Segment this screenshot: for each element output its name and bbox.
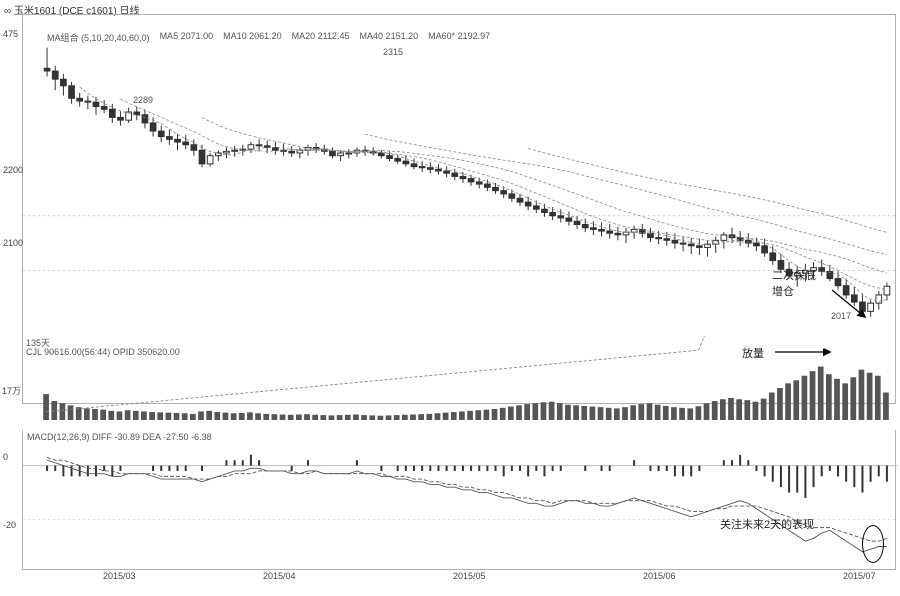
note-2289: 2289 bbox=[133, 95, 153, 105]
macd-panel[interactable]: MACD(12,26,9) DIFF -30.89 DEA -27.50 -6.… bbox=[22, 430, 896, 570]
x-3: 2015/06 bbox=[643, 571, 676, 581]
x-0: 2015/03 bbox=[103, 571, 136, 581]
note-2315: 2315 bbox=[383, 47, 403, 57]
y-vol-17: 17万 bbox=[2, 384, 21, 397]
volume-panel[interactable]: 135天 CJL 90616.00(56:44) OPID 350620.00 … bbox=[22, 336, 896, 424]
x-2: 2015/05 bbox=[453, 571, 486, 581]
note-fangliang: 放量 bbox=[742, 345, 764, 361]
y-label-2100: 2100 bbox=[3, 238, 23, 248]
arrow-2 bbox=[770, 340, 850, 380]
x-1: 2015/04 bbox=[263, 571, 296, 581]
x-4: 2015/07 bbox=[843, 571, 876, 581]
arrow-1 bbox=[790, 272, 880, 332]
y-label-475: 475 bbox=[3, 29, 18, 39]
y-macd-0: 0 bbox=[3, 452, 8, 462]
chart-container: ∞ 玉米1601 (DCE c1601) 日线 MA组合 (5,10,20,40… bbox=[0, 0, 900, 596]
y-label-2200: 2200 bbox=[3, 165, 23, 175]
volume-chart-svg bbox=[22, 336, 896, 424]
y-macd-n20: -20 bbox=[3, 520, 16, 530]
oval-highlight-icon bbox=[862, 525, 884, 563]
macd-chart-svg bbox=[23, 430, 897, 570]
note-guanzhu: 关注未来2天的表现 bbox=[720, 516, 814, 532]
